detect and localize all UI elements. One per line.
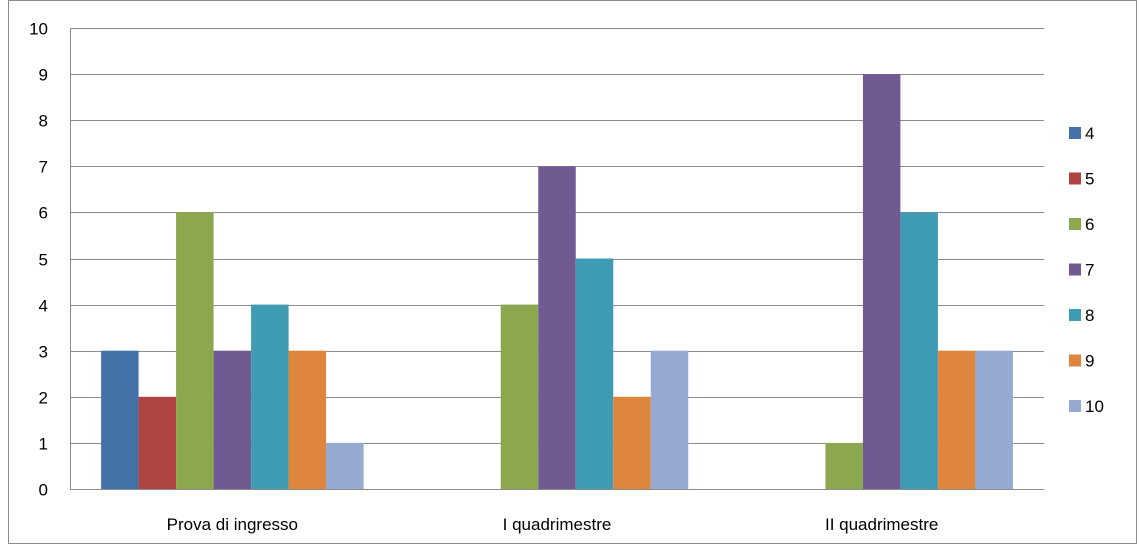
bar — [101, 350, 139, 489]
y-tick-label: 2 — [39, 389, 48, 408]
legend-swatch — [1069, 127, 1081, 139]
bar — [900, 212, 938, 489]
y-tick-label: 6 — [39, 204, 48, 223]
y-tick-label: 3 — [39, 343, 48, 362]
y-tick-label: 5 — [39, 251, 48, 270]
bar — [326, 442, 364, 489]
legend-swatch — [1069, 172, 1081, 185]
axes — [70, 28, 1044, 490]
bar — [937, 350, 976, 489]
bar — [862, 74, 901, 489]
category-labels: Prova di ingresso I quadrimestre II quadri… — [167, 515, 939, 534]
legend-swatch — [1069, 309, 1081, 321]
legend: 4 5 6 7 8 9 10 — [1069, 124, 1104, 416]
legend-label: 7 — [1085, 261, 1094, 280]
y-tick-label: 9 — [39, 66, 48, 85]
category-label: II quadrimestre — [825, 515, 938, 534]
bar — [538, 166, 576, 490]
legend-label: 5 — [1085, 170, 1094, 189]
y-tick-label: 4 — [39, 297, 48, 316]
legend-label: 4 — [1085, 124, 1094, 143]
bar — [251, 304, 289, 489]
bar — [975, 350, 1013, 489]
y-tick-label: 10 — [29, 20, 48, 39]
bar — [825, 442, 863, 489]
bar — [138, 396, 177, 489]
legend-swatch — [1069, 400, 1081, 412]
bar — [500, 304, 539, 489]
legend-label: 6 — [1085, 215, 1094, 234]
bar — [650, 350, 689, 489]
legend-label: 8 — [1085, 306, 1094, 325]
bars — [101, 74, 1013, 490]
category-label: Prova di ingresso — [167, 515, 298, 534]
legend-label: 9 — [1085, 352, 1094, 371]
bar — [613, 396, 651, 489]
y-tick-label: 1 — [39, 435, 48, 454]
bar — [213, 350, 252, 489]
legend-swatch — [1069, 263, 1081, 276]
y-tick-labels: 0 1 2 3 4 5 6 7 8 9 10 — [29, 20, 48, 500]
category-label: I quadrimestre — [503, 515, 612, 534]
legend-label: 10 — [1085, 397, 1104, 416]
y-tick-label: 7 — [39, 158, 48, 177]
bar — [575, 258, 614, 489]
bar — [176, 212, 214, 489]
y-tick-label: 0 — [39, 481, 48, 500]
legend-swatch — [1069, 218, 1081, 230]
bar — [288, 350, 327, 489]
legend-swatch — [1069, 354, 1081, 367]
y-tick-label: 8 — [39, 112, 48, 131]
